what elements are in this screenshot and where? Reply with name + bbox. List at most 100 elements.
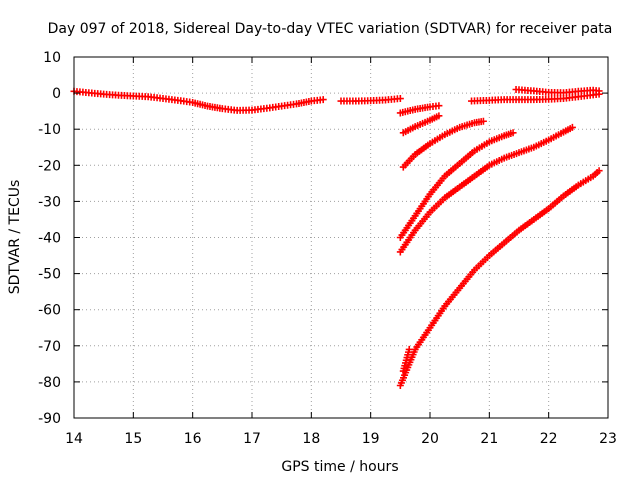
- y-tick-label: -10: [38, 122, 61, 138]
- x-tick-label: 18: [302, 431, 320, 447]
- marker-fill: [266, 103, 283, 112]
- marker-fill: [503, 150, 521, 161]
- marker-fill: [428, 304, 447, 329]
- x-axis-label: GPS time / hours: [281, 459, 398, 475]
- marker-fill: [443, 125, 461, 137]
- data-point: [568, 123, 576, 131]
- marker-fill: [443, 161, 462, 178]
- data-point: [435, 112, 443, 120]
- y-tick-label: -90: [38, 411, 61, 427]
- marker-fill: [517, 217, 536, 233]
- data-markers: [70, 85, 603, 390]
- marker-fill: [251, 105, 268, 114]
- marker-fill: [398, 214, 418, 239]
- marker-fill: [413, 326, 432, 351]
- x-tick-label: 19: [362, 431, 380, 447]
- marker-fill: [414, 117, 432, 130]
- marker-fill: [532, 137, 550, 150]
- marker-fill: [547, 129, 565, 143]
- marker-fill: [191, 99, 209, 109]
- marker-fill: [577, 174, 595, 188]
- y-tick-label: -50: [38, 267, 61, 283]
- marker-fill: [177, 97, 194, 106]
- marker-fill: [458, 119, 476, 131]
- y-tick-label: 10: [43, 50, 61, 66]
- marker-fill: [458, 268, 477, 290]
- marker-fill: [414, 103, 432, 113]
- data-point: [595, 87, 603, 95]
- data-point: [435, 102, 443, 110]
- series-arc-a: [396, 102, 443, 117]
- marker-fill: [413, 141, 432, 157]
- data-point: [396, 95, 404, 103]
- marker-fill: [428, 196, 447, 214]
- marker-fill: [487, 241, 506, 258]
- series-arc-c: [399, 117, 487, 171]
- x-tick-label: 16: [184, 431, 202, 447]
- marker-fill: [221, 105, 238, 114]
- x-tick-label: 14: [65, 431, 83, 447]
- y-tick-label: -40: [38, 231, 61, 247]
- marker-fill: [206, 103, 224, 112]
- marker-fill: [517, 144, 535, 156]
- marker-fill: [443, 286, 462, 308]
- series-arc-d: [396, 129, 517, 241]
- tick-labels: 14 15 16 17 18 19 20 21 22 23 10 0 -10 -20 -30 -40 -50 -6…: [38, 50, 617, 447]
- series-baseline-4: [512, 85, 603, 97]
- series-baseline-2: [337, 95, 404, 105]
- y-tick-label: -60: [38, 303, 61, 319]
- marker-fill: [458, 149, 476, 166]
- data-point: [595, 167, 603, 175]
- marker-fill: [400, 359, 410, 372]
- series-arc-f: [396, 167, 603, 390]
- marker-fill: [399, 106, 417, 116]
- marker-fill: [310, 96, 324, 105]
- y-tick-label: 0: [52, 86, 61, 102]
- x-tick-label: 22: [540, 431, 558, 447]
- series-arc-e: [396, 123, 576, 256]
- x-tick-label: 17: [243, 431, 261, 447]
- y-tick-label: -20: [38, 158, 61, 174]
- marker-fill: [402, 124, 417, 136]
- marker-fill: [147, 93, 164, 102]
- marker-fill: [562, 183, 580, 198]
- marker-fill: [398, 229, 418, 254]
- marker-fill: [413, 193, 432, 217]
- x-tick-label: 23: [599, 431, 617, 447]
- marker-fill: [562, 125, 574, 135]
- y-tick-label: -70: [38, 339, 61, 355]
- grid-lines: [73, 56, 609, 419]
- marker-fill: [428, 174, 447, 196]
- chart-title: Day 097 of 2018, Sidereal Day-to-day VTE…: [48, 21, 613, 37]
- y-axis-label: SDTVAR / TECUs: [7, 180, 23, 295]
- marker-fill: [488, 155, 506, 168]
- y-tick-label: -80: [38, 375, 61, 391]
- marker-fill: [502, 228, 521, 245]
- series-baseline-1: [70, 87, 327, 114]
- marker-fill: [473, 163, 491, 179]
- marker-fill: [162, 95, 179, 104]
- marker-fill: [473, 139, 491, 153]
- marker-fill: [502, 130, 515, 139]
- marker-fill: [591, 169, 601, 178]
- data-point: [319, 96, 327, 104]
- marker-fill: [428, 132, 446, 146]
- marker-fill: [488, 133, 506, 145]
- marker-fill: [562, 93, 579, 102]
- marker-fill: [429, 102, 440, 110]
- marker-fill: [403, 348, 412, 362]
- data-point: [479, 117, 487, 125]
- marker-fill: [443, 185, 462, 200]
- marker-fill: [281, 100, 298, 110]
- axis-ticks: [73, 56, 609, 419]
- data-point: [509, 129, 517, 137]
- marker-fill: [401, 153, 417, 169]
- marker-fill: [473, 254, 491, 272]
- marker-fill: [577, 91, 594, 100]
- marker-fill: [532, 206, 551, 222]
- marker-fill: [473, 118, 485, 126]
- x-tick-label: 21: [480, 431, 498, 447]
- x-tick-label: 20: [421, 431, 439, 447]
- marker-fill: [428, 113, 441, 123]
